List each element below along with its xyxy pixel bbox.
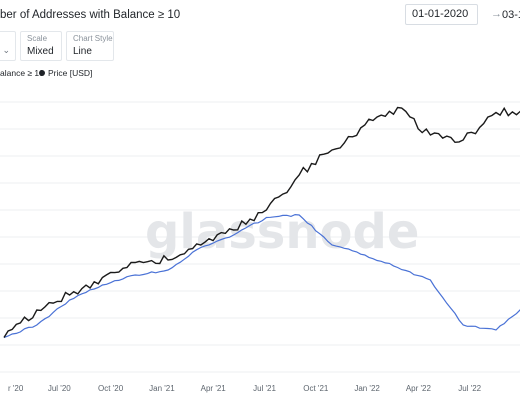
x-tick-label: Jul '21 [253, 384, 276, 393]
x-tick-label: Apr '21 [201, 384, 227, 393]
x-tick-label: Apr '22 [406, 384, 432, 393]
scale-value: Mixed [27, 46, 54, 57]
x-tick-label: Jul '22 [458, 384, 481, 393]
x-tick-label: Jan '21 [149, 384, 175, 393]
x-tick-label: Oct '21 [303, 384, 329, 393]
legend-item-addresses[interactable]: alance ≥ 10 [0, 68, 44, 78]
x-axis-ticks: r '20 Jul '20 Oct '20 Jan '21 Apr '21 Jul '21… [8, 384, 482, 393]
watermark: glassnode [145, 204, 419, 260]
series-line-price [3, 106, 520, 338]
chart-style-select[interactable]: Chart Style Line [66, 31, 114, 61]
gridlines [0, 101, 520, 373]
chart-style-label: Chart Style [73, 34, 113, 43]
legend-label-price: Price [USD] [48, 68, 93, 78]
x-tick-label: r '20 [8, 384, 24, 393]
x-tick-label: Oct '20 [98, 384, 124, 393]
legend-dot-icon [39, 70, 45, 76]
x-tick-label: Jan '22 [354, 384, 380, 393]
date-to-input[interactable]: 03-1 [502, 9, 520, 21]
date-range-arrow-icon: → [491, 8, 502, 20]
chart-title: ber of Addresses with Balance ≥ 10 [0, 9, 181, 21]
legend-label-addresses: alance ≥ 10 [0, 68, 44, 78]
resolution-select-partial[interactable]: ⌄ [0, 31, 16, 61]
chart-style-value: Line [73, 46, 92, 57]
scale-label: Scale [27, 34, 48, 43]
chevron-down-icon: ⌄ [2, 45, 10, 55]
date-from-input[interactable]: 01-01-2020 [405, 4, 478, 25]
series-line-addresses [3, 213, 520, 339]
legend-item-price[interactable]: Price [USD] [39, 68, 92, 78]
x-tick-label: Jul '20 [48, 384, 71, 393]
scale-select[interactable]: Scale Mixed [20, 31, 62, 61]
